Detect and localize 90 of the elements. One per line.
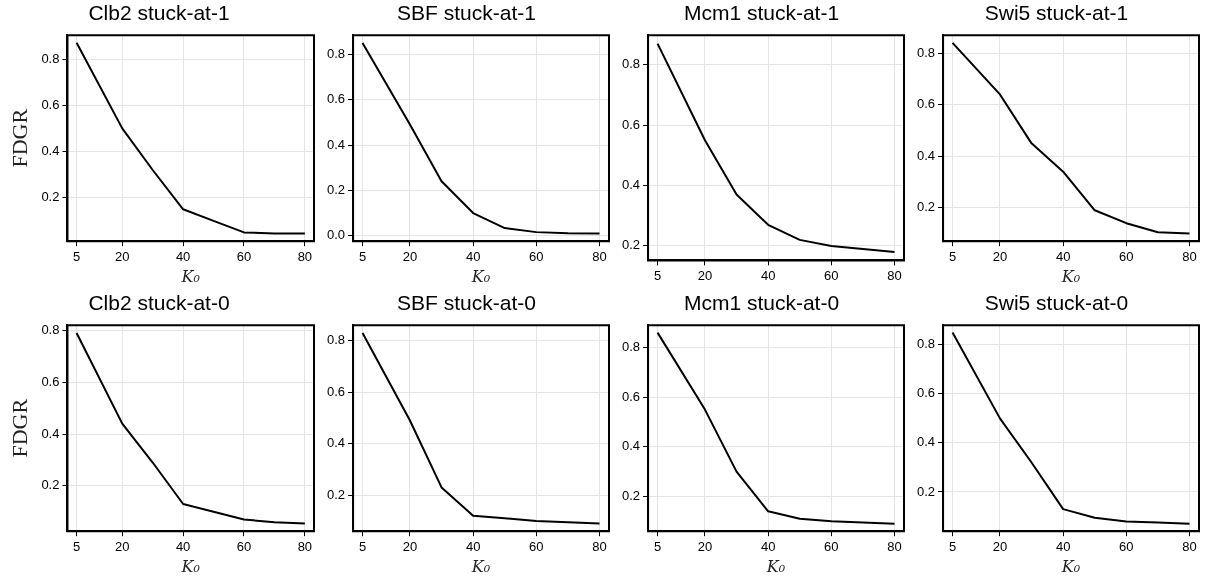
chart-title: Mcm1 stuck-at-0 <box>683 291 840 315</box>
x-axis-title: K₀ <box>765 556 786 576</box>
y-tick-label: 0.4 <box>916 147 936 163</box>
x-tick-label: 5 <box>653 538 662 554</box>
y-tick-label: 0.2 <box>326 181 346 197</box>
y-tick-label: 0.6 <box>41 96 60 112</box>
x-tick-label: 60 <box>529 248 544 264</box>
y-tick-label: 0.6 <box>41 373 60 389</box>
x-tick-label: 5 <box>72 248 81 264</box>
y-tick-label: 0.6 <box>916 385 936 401</box>
y-tick-label: 0.8 <box>916 336 936 352</box>
x-tick-label: 20 <box>402 248 418 264</box>
x-tick-label: 80 <box>297 248 313 264</box>
y-tick-label: 0.4 <box>326 435 346 451</box>
y-tick-label: 0.8 <box>916 44 936 60</box>
y-tick-label: 0.8 <box>326 45 346 61</box>
y-tick-label: 0.2 <box>916 483 936 499</box>
x-tick-label: 60 <box>1119 248 1134 264</box>
x-axis-title: K₀ <box>470 266 491 286</box>
x-tick-label: 40 <box>1055 248 1071 264</box>
x-tick-label: 20 <box>697 538 713 554</box>
chart-title: Clb2 stuck-at-1 <box>88 1 230 25</box>
chart-title: Swi5 stuck-at-1 <box>984 1 1129 25</box>
x-tick-label: 60 <box>824 267 839 283</box>
y-tick-label: 0.4 <box>41 425 60 441</box>
x-axis-title: K₀ <box>470 556 491 576</box>
y-tick-label: 0.4 <box>621 438 641 454</box>
x-tick-label: 40 <box>1055 538 1071 554</box>
x-tick-label: 20 <box>992 248 1008 264</box>
y-tick-label: 0.8 <box>41 50 60 66</box>
y-tick-label: 0.2 <box>621 237 641 253</box>
x-tick-label: 40 <box>175 248 191 264</box>
x-tick-label: 40 <box>175 538 191 554</box>
y-tick-label: 0.0 <box>326 227 346 243</box>
x-tick-label: 40 <box>760 538 776 554</box>
y-tick-label: 0.6 <box>326 91 346 107</box>
x-tick-label: 5 <box>948 248 957 264</box>
x-tick-label: 60 <box>824 538 839 554</box>
y-tick-label: 0.6 <box>326 383 346 399</box>
x-axis-title: K₀ <box>180 556 201 576</box>
y-tick-label: 0.6 <box>621 116 641 132</box>
x-tick-label: 80 <box>1182 538 1197 554</box>
x-tick-label: 40 <box>465 248 481 264</box>
x-tick-label: 5 <box>653 267 662 283</box>
chart-title: Swi5 stuck-at-0 <box>984 291 1129 315</box>
x-tick-label: 20 <box>402 538 418 554</box>
x-tick-label: 60 <box>529 538 544 554</box>
chart-title: SBF stuck-at-1 <box>397 1 536 25</box>
chart-title: Mcm1 stuck-at-1 <box>683 1 840 25</box>
x-tick-label: 40 <box>465 538 481 554</box>
y-tick-label: 0.2 <box>41 477 60 493</box>
y-tick-label: 0.2 <box>41 189 60 205</box>
y-tick-label: 0.8 <box>621 56 641 72</box>
y-tick-label: 0.8 <box>326 332 346 348</box>
y-tick-label: 0.6 <box>621 388 641 404</box>
x-tick-label: 80 <box>592 248 607 264</box>
y-tick-label: 0.2 <box>326 486 346 502</box>
x-tick-label: 40 <box>760 267 776 283</box>
y-tick-label: 0.4 <box>41 143 60 159</box>
x-axis-title: K₀ <box>1060 266 1081 286</box>
x-tick-label: 80 <box>887 267 902 283</box>
chart-title: SBF stuck-at-0 <box>397 291 536 315</box>
y-axis-title: FDGR <box>6 398 32 458</box>
y-tick-label: 0.4 <box>621 177 641 193</box>
x-tick-label: 80 <box>297 538 313 554</box>
y-axis-title: FDGR <box>6 108 32 168</box>
y-tick-label: 0.4 <box>916 434 936 450</box>
x-tick-label: 80 <box>592 538 607 554</box>
x-tick-label: 20 <box>115 538 130 554</box>
x-tick-label: 5 <box>72 538 81 554</box>
x-tick-label: 80 <box>1182 248 1197 264</box>
x-tick-label: 20 <box>115 248 130 264</box>
x-tick-label: 80 <box>887 538 902 554</box>
x-tick-label: 5 <box>358 248 367 264</box>
y-tick-label: 0.8 <box>621 339 641 355</box>
x-tick-label: 5 <box>358 538 367 554</box>
x-tick-label: 5 <box>948 538 957 554</box>
y-tick-label: 0.4 <box>326 136 346 152</box>
y-tick-label: 0.6 <box>916 96 936 112</box>
chart-title: Clb2 stuck-at-0 <box>88 291 230 315</box>
x-axis-title: K₀ <box>180 266 201 286</box>
x-axis-title: K₀ <box>1060 556 1081 576</box>
y-tick-label: 0.2 <box>916 199 936 215</box>
x-tick-label: 60 <box>236 248 252 264</box>
x-tick-label: 20 <box>697 267 713 283</box>
x-tick-label: 60 <box>1119 538 1134 554</box>
y-tick-label: 0.8 <box>41 321 60 337</box>
x-tick-label: 60 <box>236 538 252 554</box>
x-tick-label: 20 <box>992 538 1008 554</box>
y-tick-label: 0.2 <box>621 488 641 504</box>
